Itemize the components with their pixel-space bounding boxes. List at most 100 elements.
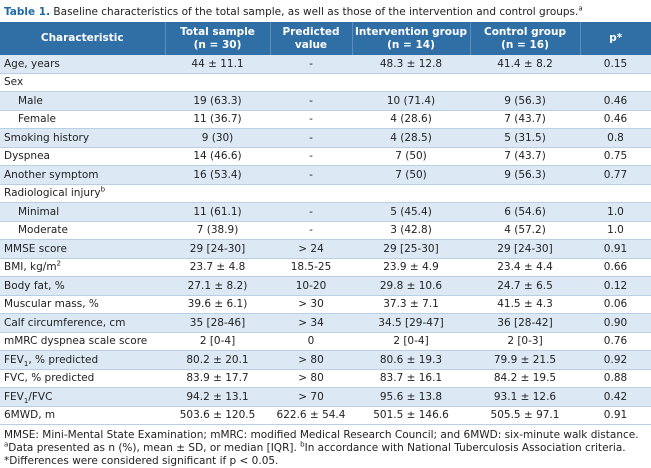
text: - — [309, 168, 313, 181]
text: - — [309, 205, 313, 218]
text: > 70 — [298, 390, 324, 403]
text: 80.6 ± 19.3 — [379, 353, 443, 366]
row-label: Sex — [0, 73, 165, 92]
cell: 95.6 ± 13.8 — [352, 387, 470, 407]
text: 1.0 — [607, 205, 624, 218]
cell: 503.6 ± 120.5 — [165, 406, 270, 425]
table-row: Sex — [0, 73, 651, 92]
table-row: Radiological injuryb — [0, 184, 651, 203]
text: 23.9 ± 4.9 — [383, 261, 439, 274]
text: MMSE score — [4, 242, 67, 255]
cell: 2 [0-4] — [165, 332, 270, 351]
text: p* — [609, 32, 623, 44]
text: 37.3 ± 7.1 — [383, 298, 439, 311]
row-label: Female — [0, 110, 165, 129]
text: 0.75 — [603, 150, 628, 163]
header-line: Total sample — [168, 26, 268, 39]
cell: > 34 — [270, 313, 352, 333]
cell: 0.90 — [580, 313, 651, 333]
table-row: Smoking history 9 (30) - 4 (28.5) 5 (31.5) 0.… — [0, 128, 651, 148]
text: 23.4 ± 4.4 — [497, 261, 553, 274]
text: 7 (38.9) — [196, 224, 239, 237]
header-row: Characteristic Total sample (n = 30) Predic… — [0, 22, 651, 55]
cell: 35 [28-46] — [165, 313, 270, 333]
cell: 7 (43.7) — [470, 147, 580, 166]
header-line: p* — [583, 32, 650, 45]
text: 4 (28.5) — [390, 131, 432, 144]
text: 29.8 ± 10.6 — [379, 279, 443, 292]
text: 7 (43.7) — [504, 150, 546, 163]
cell: 11 (61.1) — [165, 202, 270, 222]
cell: 0 — [270, 332, 352, 351]
cell: 48.3 ± 12.8 — [352, 55, 470, 74]
cell: 44 ± 11.1 — [165, 55, 270, 74]
text: 41.5 ± 4.3 — [497, 298, 553, 311]
cell: 0.75 — [580, 147, 651, 166]
column-header: Characteristic — [0, 22, 166, 55]
cell: 4 (28.6) — [352, 110, 470, 129]
text: 0.15 — [603, 57, 628, 70]
table-row: FEV1/FVC 94.2 ± 13.1 > 70 95.6 ± 13.8 93.1 ±… — [0, 387, 651, 407]
row-label: Minimal — [0, 202, 165, 222]
cell: 0.91 — [580, 239, 651, 259]
text: 5 (31.5) — [504, 131, 546, 144]
text: 0.92 — [603, 353, 628, 366]
text: Baseline characteristics of the total sa… — [50, 6, 579, 18]
cell: 19 (63.3) — [165, 91, 270, 111]
text: 27.1 ± 8.2) — [187, 279, 248, 292]
text: Moderate — [18, 224, 68, 237]
table-row: BMI, kg/m2 23.7 ± 4.8 18.5-25 23.9 ± 4.9 23.… — [0, 258, 651, 277]
text: 23.7 ± 4.8 — [189, 261, 246, 274]
supscript: a — [578, 4, 583, 13]
cell: 80.2 ± 20.1 — [165, 350, 270, 370]
header-line: Characteristic — [2, 32, 163, 45]
cell: - — [270, 110, 352, 129]
table-row: Body fat, % 27.1 ± 8.2) 10-20 29.8 ± 10.6 24… — [0, 276, 651, 296]
text: 0.06 — [603, 298, 628, 311]
text: 36 [28-42] — [497, 316, 553, 329]
cell: 0.88 — [580, 369, 651, 388]
text: value — [294, 38, 328, 51]
text: (n = 30) — [193, 38, 242, 51]
text: 1.0 — [607, 224, 624, 237]
cell: 93.1 ± 12.6 — [470, 387, 580, 407]
text: 0 — [307, 335, 315, 348]
text: Smoking history — [4, 131, 90, 144]
text: 0.88 — [603, 372, 628, 385]
text: 503.6 ± 120.5 — [179, 409, 256, 422]
text: Predicted — [282, 25, 340, 38]
text: 0.90 — [603, 316, 628, 329]
cell — [270, 73, 352, 92]
cell: 622.6 ± 54.4 — [270, 406, 352, 425]
data-table: Characteristic Total sample (n = 30) Predic… — [0, 22, 651, 425]
row-label: Muscular mass, % — [0, 295, 165, 314]
text: - — [309, 57, 313, 70]
cell: 41.4 ± 8.2 — [470, 55, 580, 74]
cell: 0.76 — [580, 332, 651, 351]
cell: - — [270, 165, 352, 185]
cell: 0.42 — [580, 387, 651, 407]
header-line: Intervention group — [355, 26, 468, 39]
cell: 7 (50) — [352, 165, 470, 185]
text: FEV — [4, 353, 24, 366]
cell — [580, 184, 651, 203]
text: Dyspnea — [4, 150, 50, 163]
cell: 4 (57.2) — [470, 221, 580, 240]
text: 80.2 ± 20.1 — [186, 353, 249, 366]
text: Control group — [484, 25, 566, 38]
cell — [270, 184, 352, 203]
table-row: Male 19 (63.3) - 10 (71.4) 9 (56.3) 0.46 — [0, 91, 651, 111]
text: 10 (71.4) — [386, 94, 436, 107]
header-line: value — [273, 39, 350, 52]
table-title: Table 1. Baseline characteristics of the… — [0, 0, 651, 22]
cell — [165, 184, 270, 203]
cell: 0.06 — [580, 295, 651, 314]
cell: 94.2 ± 13.1 — [165, 387, 270, 407]
text: FVC, % predicted — [4, 372, 95, 385]
supscript: 2 — [56, 259, 62, 268]
table-row: 6MWD, m 503.6 ± 120.5 622.6 ± 54.4 501.5 ± … — [0, 406, 651, 425]
text: 84.2 ± 19.5 — [493, 372, 557, 385]
text: - — [309, 224, 313, 237]
text: 39.6 ± 6.1) — [187, 298, 248, 311]
table-body: Age, years 44 ± 11.1 - 48.3 ± 12.8 41.4 ± 8.… — [0, 55, 651, 425]
